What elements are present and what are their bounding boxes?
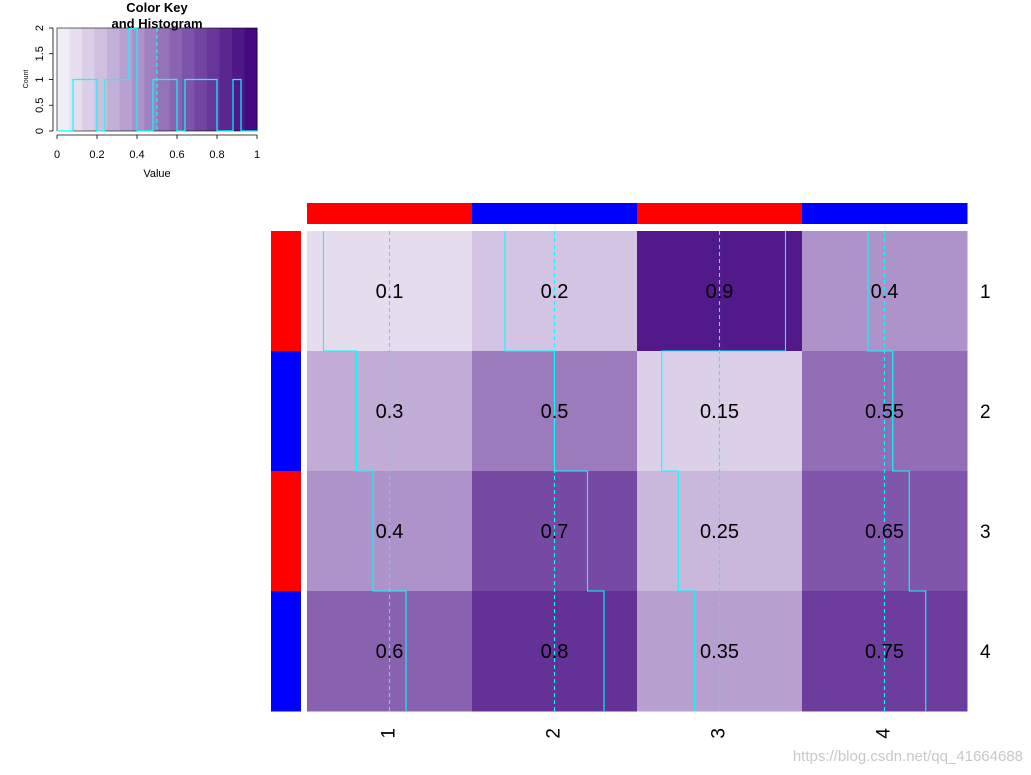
column-side-color	[472, 203, 638, 224]
cell-label: 0.5	[541, 401, 569, 423]
color-key-strip	[244, 28, 258, 131]
watermark: https://blog.csdn.net/qq_41664688	[792, 748, 1023, 765]
column-side-color	[307, 203, 473, 224]
color-key-y-tick-label: 1	[34, 76, 46, 82]
color-key-x-tick-label: 1	[254, 149, 260, 161]
color-key-strip	[219, 28, 233, 131]
color-key-y-tick-label: 0	[34, 128, 46, 134]
column-label: 4	[874, 728, 895, 739]
cell-label: 0.3	[376, 401, 404, 423]
color-key-y-label: Count	[23, 70, 30, 89]
cell-label: 0.15	[700, 401, 739, 423]
cell-label: 0.75	[865, 641, 904, 663]
column-label: 2	[544, 728, 565, 739]
row-side-color	[271, 231, 301, 352]
color-key-y-tick-label: 1.5	[34, 46, 46, 61]
column-label: 3	[709, 728, 730, 739]
cell-label: 0.55	[865, 401, 904, 423]
color-key-x-tick-label: 0	[54, 149, 60, 161]
column-side-colors	[307, 203, 968, 224]
cell-label: 0.4	[871, 281, 899, 303]
cell-label: 0.4	[376, 521, 404, 543]
cell-label: 0.35	[700, 641, 739, 663]
color-key-x-tick-label: 0.6	[169, 149, 184, 161]
color-key-strip	[144, 28, 158, 131]
color-key-y-tick-label: 2	[34, 25, 46, 31]
cell-label: 0.2	[541, 281, 569, 303]
row-label: 1	[980, 282, 991, 303]
row-side-color	[271, 471, 301, 592]
color-key-y-tick-label: 0.5	[34, 98, 46, 113]
color-key-x-label: Value	[143, 168, 170, 180]
row-side-colors	[271, 231, 301, 712]
color-key-x-tick-label: 0.8	[209, 149, 224, 161]
column-side-color	[802, 203, 968, 224]
cell-label: 0.6	[376, 641, 404, 663]
histogram-line	[57, 27, 257, 132]
color-key-strip	[57, 28, 70, 131]
color-key-strip	[132, 28, 145, 131]
row-label: 3	[980, 522, 991, 543]
cell-label: 0.9	[706, 281, 734, 303]
trace-line	[661, 231, 787, 711]
color-key-title: and Histogram	[111, 16, 202, 31]
trace-line	[322, 231, 407, 711]
cell-label: 0.25	[700, 521, 739, 543]
row-side-color	[271, 351, 301, 472]
color-key-x-tick-label: 0.2	[89, 149, 104, 161]
cell-label: 0.8	[541, 641, 569, 663]
trace-line	[867, 231, 927, 711]
column-side-color	[637, 203, 803, 224]
row-label: 2	[980, 402, 991, 423]
row-side-color	[271, 591, 301, 712]
cell-label: 0.7	[541, 521, 569, 543]
cell-labels: 0.1 0.2 0.9 0.4 0.3 0.5 0.15 0.55 0.4 0.7 0.25 0.65…	[376, 281, 904, 663]
color-key-strip	[94, 28, 108, 131]
color-key-title: Color Key	[126, 0, 188, 15]
column-label: 1	[379, 728, 400, 739]
column-traces	[322, 231, 927, 711]
row-labels: 1 2 3 4	[980, 282, 991, 663]
column-labels: 1 2 3 4	[379, 728, 895, 739]
cell-label: 0.65	[865, 521, 904, 543]
cell-label: 0.1	[376, 281, 404, 303]
color-key-x-tick-label: 0.4	[129, 149, 144, 161]
trace-line	[504, 231, 605, 711]
heatmap-body	[307, 231, 968, 712]
row-label: 4	[980, 642, 991, 663]
